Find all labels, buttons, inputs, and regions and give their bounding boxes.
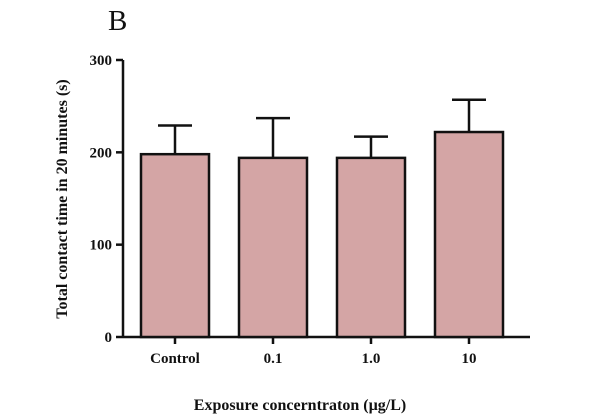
- y-tick-label: 300: [90, 53, 113, 69]
- y-tick-label: 200: [90, 145, 113, 161]
- x-axis-title: Exposure concerntraton (µg/L): [194, 397, 406, 414]
- y-tick-label: 100: [90, 238, 113, 254]
- y-axis-title: Total contact time in 20 minutes (s): [54, 79, 71, 318]
- x-tick-label: 10: [462, 351, 477, 367]
- x-tick-label: Control: [150, 351, 200, 367]
- plot-area: 0 100 200 300 Control 0.1 1.0 10: [90, 53, 530, 367]
- bar: [139, 152, 211, 339]
- x-tick-label: 0.1: [264, 351, 283, 367]
- x-tick-label: 1.0: [362, 351, 381, 367]
- bar: [433, 130, 505, 339]
- bar: [335, 156, 407, 339]
- y-tick-label: 0: [105, 330, 113, 346]
- panel-label: B: [108, 5, 127, 37]
- bar: [237, 156, 309, 339]
